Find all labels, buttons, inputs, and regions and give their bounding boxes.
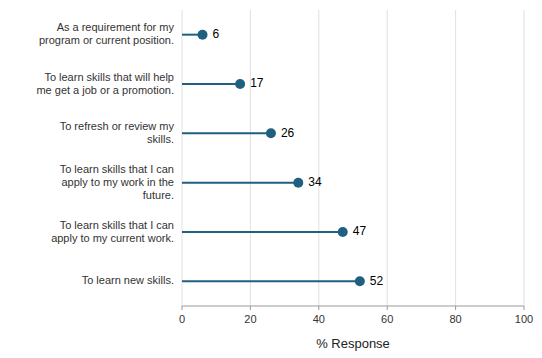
- tick-mark: [387, 306, 388, 310]
- tick-label: 100: [515, 313, 533, 325]
- axis-line: [182, 306, 524, 307]
- tick-label: 40: [313, 313, 325, 325]
- tick-mark: [524, 306, 525, 310]
- grid-line: [387, 10, 388, 306]
- lollipop: [182, 227, 348, 237]
- data-labels: 6 17 26 34 47 52: [213, 27, 384, 288]
- lollipop: [182, 79, 245, 89]
- y-axis: As a requirement for myprogram or curren…: [36, 21, 174, 286]
- grid-line: [250, 10, 251, 306]
- tick-label: 20: [244, 313, 256, 325]
- marks: [182, 30, 365, 287]
- chart: 0 20 40 60 80 100 % Response As a requirement f…: [0, 0, 542, 358]
- x-axis: 0 20 40 60 80 100: [179, 306, 533, 325]
- grid-line: [455, 10, 456, 306]
- grid: [182, 10, 524, 306]
- x-axis-label: % Response: [316, 336, 390, 351]
- tick-label: 60: [381, 313, 393, 325]
- tick-mark: [182, 306, 183, 310]
- grid-line: [182, 10, 183, 306]
- grid-line: [318, 10, 319, 306]
- tick-label: 80: [449, 313, 461, 325]
- lollipop: [182, 276, 365, 286]
- category-label: To learn new skills.: [82, 274, 174, 286]
- tick-mark: [250, 306, 251, 310]
- data-label: 47: [353, 224, 367, 238]
- lollipop: [182, 178, 303, 188]
- category-label: To learn skills that will helpme get a j…: [36, 70, 174, 95]
- category-label: To learn skills that I canapply to my cu…: [51, 218, 174, 243]
- data-label: 26: [281, 126, 295, 140]
- category-label: As a requirement for myprogram or curren…: [39, 21, 175, 46]
- tick-mark: [318, 306, 319, 310]
- category-label: To learn skills that I canapply to my wo…: [60, 163, 174, 201]
- grid-line: [524, 10, 525, 306]
- category-label: To refresh or review myskills.: [60, 120, 175, 145]
- tick-mark: [455, 306, 456, 310]
- tick-label: 0: [179, 313, 185, 325]
- data-label: 34: [308, 175, 322, 189]
- data-label: 17: [250, 76, 264, 90]
- data-label: 6: [213, 27, 220, 41]
- lollipop: [182, 128, 276, 138]
- data-label: 52: [370, 274, 384, 288]
- lollipop: [182, 30, 208, 40]
